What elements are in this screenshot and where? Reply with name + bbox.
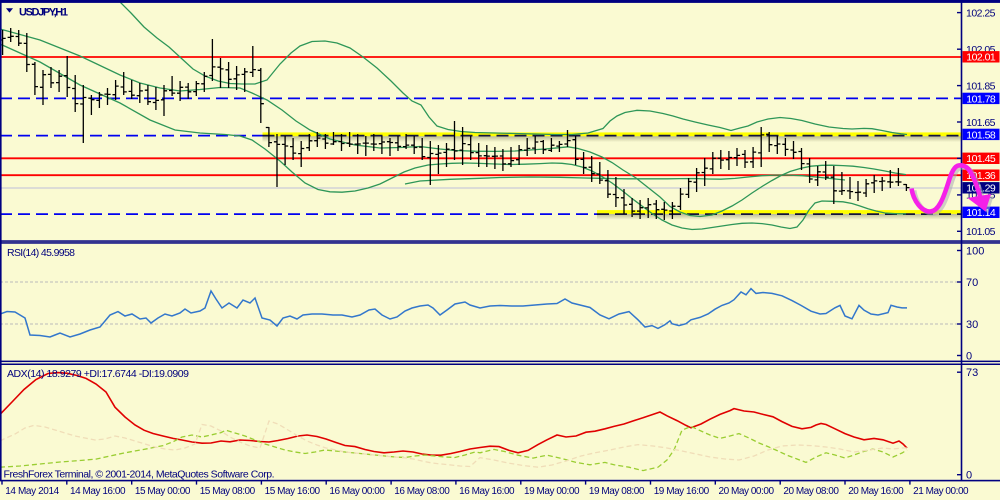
svg-text:RSI(14) 45.9958: RSI(14) 45.9958 — [7, 247, 75, 259]
svg-text:14 May 16:00: 14 May 16:00 — [70, 486, 126, 497]
svg-text:70: 70 — [966, 277, 978, 289]
svg-text:102.25: 102.25 — [966, 7, 996, 19]
svg-text:USDJPY,H1: USDJPY,H1 — [19, 6, 68, 18]
svg-text:101.05: 101.05 — [966, 226, 996, 238]
svg-text:20 May 16:00: 20 May 16:00 — [848, 486, 904, 497]
svg-text:73: 73 — [966, 367, 978, 379]
svg-text:101.85: 101.85 — [966, 80, 996, 92]
svg-text:19 May 08:00: 19 May 08:00 — [589, 486, 645, 497]
svg-text:16 May 00:00: 16 May 00:00 — [329, 486, 385, 497]
svg-text:100: 100 — [966, 245, 984, 257]
svg-text:16 May 08:00: 16 May 08:00 — [394, 486, 450, 497]
svg-text:ADX(14) 18.9279 +DI:17.6744 -D: ADX(14) 18.9279 +DI:17.6744 -DI:19.0909 — [7, 368, 189, 380]
svg-text:101.58: 101.58 — [966, 129, 996, 141]
svg-text:20 May 00:00: 20 May 00:00 — [719, 486, 775, 497]
svg-text:102.01: 102.01 — [966, 52, 996, 64]
svg-text:FreshForex Terminal, © 2001-20: FreshForex Terminal, © 2001-2014, MetaQu… — [4, 469, 275, 481]
svg-text:19 May 16:00: 19 May 16:00 — [654, 486, 710, 497]
svg-text:15 May 16:00: 15 May 16:00 — [265, 486, 321, 497]
svg-text:16 May 16:00: 16 May 16:00 — [459, 486, 515, 497]
svg-text:21 May 00:00: 21 May 00:00 — [913, 486, 969, 497]
svg-text:15 May 00:00: 15 May 00:00 — [135, 486, 191, 497]
svg-text:20 May 08:00: 20 May 08:00 — [783, 486, 839, 497]
svg-text:101.65: 101.65 — [966, 117, 996, 129]
svg-text:14 May 2014: 14 May 2014 — [5, 486, 59, 497]
svg-text:101.14: 101.14 — [966, 207, 996, 219]
svg-text:0: 0 — [966, 350, 972, 362]
svg-text:0: 0 — [966, 470, 972, 482]
svg-text:101.45: 101.45 — [966, 153, 996, 165]
svg-text:15 May 08:00: 15 May 08:00 — [200, 486, 256, 497]
svg-text:30: 30 — [966, 319, 978, 331]
svg-text:101.78: 101.78 — [966, 93, 996, 105]
svg-text:19 May 00:00: 19 May 00:00 — [524, 486, 580, 497]
